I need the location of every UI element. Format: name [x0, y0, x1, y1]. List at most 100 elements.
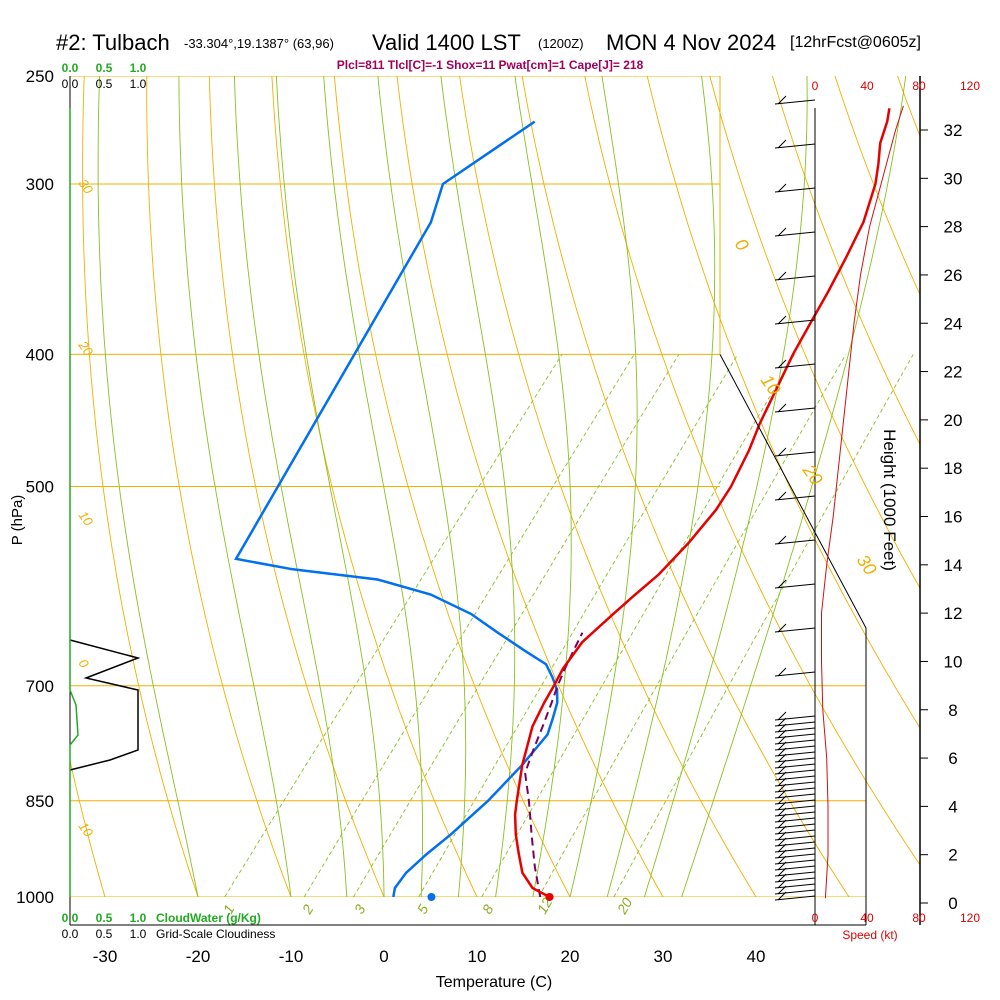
wind-barb-staff [774, 451, 816, 457]
wind-barb [774, 849, 816, 859]
wind-barb-feather [777, 891, 787, 901]
wind-barb-staff [774, 583, 816, 589]
wind-barb [774, 183, 816, 193]
wind-barb-feather [777, 777, 787, 787]
wind-barb [774, 807, 816, 817]
wind-barb-feather [777, 825, 787, 835]
temperature-tick-label: 40 [747, 947, 766, 966]
wind-barb [774, 753, 816, 763]
wind-barb-staff [774, 775, 816, 781]
wind-barb-staff [774, 841, 816, 847]
height-tick-label: 8 [948, 701, 957, 720]
wind-barb-feather [777, 867, 787, 877]
wind-barb-staff [774, 781, 816, 787]
wind-barb-staff [774, 763, 816, 769]
wind-barb-feather [777, 771, 787, 781]
dry-adiabat-label: 10 [76, 508, 97, 529]
wind-barb-staff [774, 751, 816, 757]
wind-barb-staff [774, 715, 816, 721]
cloudwater-tick-bottom: 0.5 [96, 911, 113, 925]
dry-adiabat [771, 76, 920, 446]
wind-barb-staff [774, 721, 816, 727]
temperature-tick-label: -30 [93, 947, 118, 966]
speed-tick-top: 120 [960, 79, 980, 93]
wind-barb-feather [777, 813, 787, 823]
moist-adiabat [681, 76, 907, 897]
mixing-ratio-line [538, 354, 847, 897]
right-frame [719, 354, 867, 925]
wind-barb [774, 777, 816, 787]
wind-barb [774, 667, 816, 677]
temperature-line [513, 108, 891, 897]
wind-barb-staff [774, 745, 816, 751]
wind-barb-feather [777, 759, 787, 769]
wind-barb-staff [774, 733, 816, 739]
wind-barb-staff [774, 811, 816, 817]
wind-barb-feather [777, 855, 787, 865]
cloudwater-trace [69, 108, 79, 897]
mixing-ratio-line [418, 354, 739, 897]
dry-adiabat [960, 76, 1000, 897]
wind-barb-feather [777, 359, 787, 369]
pressure-tick-label: 700 [26, 677, 54, 696]
dry-adiabat [584, 76, 920, 866]
wind-barb [774, 741, 816, 751]
wind-barb-feather [777, 623, 787, 633]
dry-adiabat-label: 20 [798, 460, 826, 489]
wind-barb-feather [777, 95, 787, 105]
wind-barb-staff [774, 793, 816, 799]
wind-barb-feather [777, 765, 787, 775]
height-tick-label: 20 [944, 411, 963, 430]
wind-barb-feather [777, 885, 787, 895]
wind-barb-feather [777, 183, 787, 193]
wind-barb-staff [774, 99, 816, 105]
wind-barb-staff [774, 363, 816, 369]
pressure-tick-label: 1000 [16, 888, 54, 907]
wind-barb-feather [777, 837, 787, 847]
chart-header: #2: Tulbach -33.304°,19.1387° (63,96) Va… [0, 28, 1000, 60]
temperature-tick-label: 30 [654, 947, 673, 966]
parcel-line [524, 632, 584, 897]
cloudiness-tick-top: 0.0 [62, 77, 79, 91]
wind-barb-staff [774, 889, 816, 895]
dry-adiabat [396, 76, 664, 897]
station-coords: -33.304°,19.1387° (63,96) [184, 36, 334, 51]
dewpoint-line [234, 120, 559, 897]
wind-barb-feather [777, 843, 787, 853]
wind-barb [774, 843, 816, 853]
wind-barb-staff [774, 319, 816, 325]
height-tick-label: 24 [944, 314, 963, 333]
wind-barb-feather [777, 861, 787, 871]
moist-adiabat [514, 76, 572, 897]
wind-barb-staff [774, 859, 816, 865]
mixing-ratio-line [303, 354, 635, 897]
wind-barb-feather [777, 717, 787, 727]
wind-barb [774, 819, 816, 829]
wind-barb-staff [774, 671, 816, 677]
wind-barb [774, 747, 816, 757]
wind-barb-staff [774, 865, 816, 871]
cloudiness-tick-top: 0.5 [96, 77, 113, 91]
temperature-tick-label: 10 [468, 947, 487, 966]
wind-barb-feather [777, 747, 787, 757]
moist-adiabat [233, 76, 348, 897]
wind-barb-feather [777, 729, 787, 739]
wind-barb [774, 359, 816, 369]
wind-barb-feather [777, 723, 787, 733]
wind-barb [774, 783, 816, 793]
wind-barb [774, 227, 816, 237]
wind-barb-feather [777, 403, 787, 413]
height-axis-label: Height (1000 Feet) [880, 429, 899, 571]
height-tick-label: 2 [948, 846, 957, 865]
mixing-ratio-line [224, 354, 563, 897]
wind-barb [774, 723, 816, 733]
dry-adiabat [459, 76, 757, 897]
wind-barb-feather [777, 801, 787, 811]
cloudiness-tick-top: 1.0 [130, 77, 147, 91]
wind-barb-feather [777, 783, 787, 793]
wind-barb [774, 765, 816, 775]
dry-adiabat-label: 30 [853, 551, 881, 579]
speed-tick-bottom: 120 [960, 911, 980, 925]
dry-adiabat-label: 0 [731, 235, 753, 255]
wind-barb-staff [774, 847, 816, 853]
